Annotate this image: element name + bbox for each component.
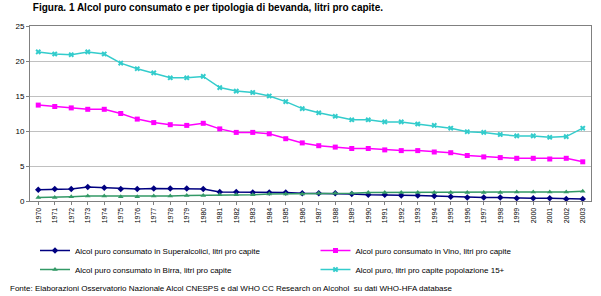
svg-text:2002: 2002 (563, 208, 570, 224)
svg-text:1992: 1992 (398, 208, 405, 224)
svg-text:2001: 2001 (546, 208, 553, 224)
svg-text:Alcol puro consumato in Birra,: Alcol puro consumato in Birra, litri pro… (75, 266, 232, 275)
svg-text:1987: 1987 (315, 208, 322, 224)
svg-text:1975: 1975 (117, 208, 124, 224)
svg-text:1977: 1977 (150, 208, 157, 224)
svg-text:1971: 1971 (51, 208, 58, 224)
svg-text:1999: 1999 (513, 208, 520, 224)
svg-text:1972: 1972 (68, 208, 75, 224)
svg-text:1994: 1994 (431, 208, 438, 224)
svg-text:1983: 1983 (249, 208, 256, 224)
svg-text:1981: 1981 (216, 208, 223, 224)
svg-text:1979: 1979 (183, 208, 190, 224)
svg-text:1984: 1984 (266, 208, 273, 224)
svg-text:1997: 1997 (480, 208, 487, 224)
svg-text:1970: 1970 (35, 208, 42, 224)
svg-text:2000: 2000 (530, 208, 537, 224)
svg-text:1974: 1974 (101, 208, 108, 224)
svg-text:1980: 1980 (200, 208, 207, 224)
svg-text:1976: 1976 (134, 208, 141, 224)
svg-text:1996: 1996 (464, 208, 471, 224)
svg-text:25: 25 (15, 22, 24, 31)
svg-text:20: 20 (15, 57, 24, 66)
svg-text:2003: 2003 (579, 208, 586, 224)
svg-text:1973: 1973 (84, 208, 91, 224)
svg-text:0: 0 (20, 197, 25, 206)
svg-text:15: 15 (15, 92, 24, 101)
svg-text:Alcol puro consumato in Supera: Alcol puro consumato in Superalcolici, l… (75, 247, 261, 256)
svg-text:Alcol puro consumato in Vino,: Alcol puro consumato in Vino, litri pro … (356, 247, 512, 256)
svg-text:Alcol puro, litri pro capite p: Alcol puro, litri pro capite popolazione… (356, 266, 505, 275)
svg-text:1990: 1990 (365, 208, 372, 224)
svg-text:1989: 1989 (348, 208, 355, 224)
svg-text:10: 10 (15, 127, 24, 136)
svg-text:1982: 1982 (233, 208, 240, 224)
svg-text:5: 5 (20, 162, 25, 171)
svg-text:1991: 1991 (381, 208, 388, 224)
svg-text:1998: 1998 (497, 208, 504, 224)
svg-text:Fonte: Elaborazioni Osservator: Fonte: Elaborazioni Osservatorio Naziona… (10, 284, 453, 293)
svg-text:1993: 1993 (414, 208, 421, 224)
svg-text:1978: 1978 (167, 208, 174, 224)
svg-text:1986: 1986 (299, 208, 306, 224)
svg-text:1988: 1988 (332, 208, 339, 224)
svg-text:1985: 1985 (282, 208, 289, 224)
svg-text:1995: 1995 (447, 208, 454, 224)
svg-text:Figura. 1 Alcol puro consumato: Figura. 1 Alcol puro consumato e per tip… (33, 2, 383, 13)
